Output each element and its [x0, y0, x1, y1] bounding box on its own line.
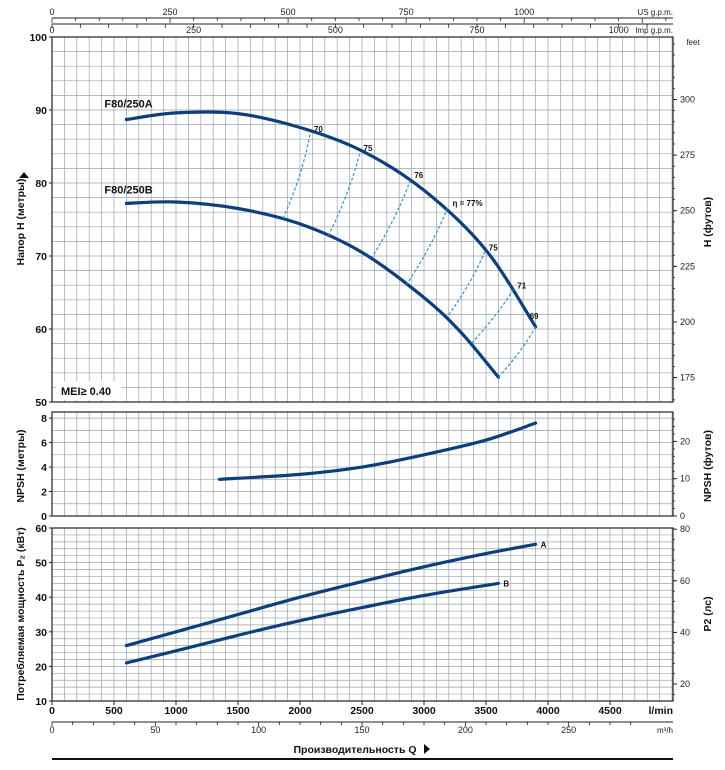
y-tick-label: 60 — [35, 324, 47, 336]
series-label-b: B — [503, 579, 509, 588]
efficiency-line — [469, 289, 514, 346]
y2-unit-label: feet — [686, 38, 700, 47]
panel-frame — [51, 527, 674, 702]
power-curve-a — [124, 542, 538, 648]
y-tick-label: 60 — [35, 523, 47, 535]
y2-axis-title-head: H (футов) — [702, 197, 714, 247]
bottom-axis-m3h-label: 200 — [458, 725, 473, 735]
y-tick-label: 50 — [35, 558, 47, 570]
y2-tick-label: 200 — [680, 317, 695, 327]
x-axis-title: Производительность Q — [293, 744, 416, 756]
mei-box — [56, 381, 122, 400]
arrow-right-icon — [424, 744, 430, 754]
bottom-axis-m3h-label: 0 — [49, 725, 54, 735]
y-tick-label: 20 — [35, 661, 47, 673]
panel-frame — [51, 411, 674, 517]
top-axis-us-label: 1000 — [514, 7, 534, 17]
top-axis-us-unit: US g.p.m. — [637, 8, 673, 17]
panel-frame — [51, 36, 674, 403]
efficiency-line — [447, 251, 486, 317]
bottom-axis-m3h-label: 100 — [251, 725, 266, 735]
x-tick-label: 4500 — [598, 705, 622, 717]
efficiency-label: 71 — [517, 282, 526, 291]
efficiency-label: 75 — [489, 244, 498, 253]
head-curve-f80-250b — [124, 200, 500, 379]
y2-tick-label: 225 — [680, 261, 695, 271]
series-label-f80-250a: F80/250A — [104, 98, 152, 110]
y2-tick-label: 20 — [680, 436, 690, 446]
efficiency-label: 75 — [364, 144, 373, 153]
top-axis-imp-label: 1000 — [609, 25, 629, 35]
top-axis-imp-label: 250 — [186, 25, 201, 35]
x-tick-label: 0 — [49, 705, 55, 717]
y-tick-label: 10 — [35, 696, 47, 708]
x-unit-label: l/min — [648, 705, 673, 717]
y2-tick-label: 10 — [680, 474, 690, 484]
x-tick-label: 3000 — [412, 705, 436, 717]
y2-tick-label: 60 — [680, 576, 690, 586]
y-tick-label: 6 — [41, 438, 47, 450]
y-tick-label: 4 — [41, 462, 47, 474]
y-tick-label: 8 — [41, 413, 47, 425]
y2-tick-label: 80 — [680, 524, 690, 534]
y2-axis-title-power: P2 (лс) — [702, 596, 714, 631]
series-label-a: A — [541, 540, 547, 549]
x-tick-label: 1500 — [226, 705, 250, 717]
y-tick-label: 40 — [35, 592, 47, 604]
efficiency-label: 76 — [414, 171, 423, 180]
efficiency-line — [497, 326, 537, 378]
head-curve-f80-250a — [124, 110, 538, 329]
bottom-axis-m3h-unit: m³/h — [657, 726, 673, 735]
x-tick-label: 2000 — [288, 705, 312, 717]
top-axis-imp-label: 0 — [49, 25, 54, 35]
top-axis-imp-unit: Imp g.p.m. — [635, 26, 673, 35]
y2-tick-label: 300 — [680, 94, 695, 104]
efficiency-line — [326, 153, 361, 238]
top-axis-us-label: 750 — [399, 7, 414, 17]
x-tick-label: 4000 — [536, 705, 560, 717]
efficiency-line — [371, 179, 411, 258]
y-axis-title-power: Потребляемая мощность P₂ (кВт) — [15, 527, 27, 701]
top-axis-imp-label: 750 — [470, 25, 485, 35]
y-tick-label: 90 — [35, 105, 47, 117]
bottom-axis-m3h-label: 150 — [354, 725, 369, 735]
x-tick-label: 1000 — [164, 705, 188, 717]
arrow-up-icon — [19, 172, 29, 178]
y-axis-title-npsh: NPSH (метры) — [15, 429, 27, 502]
y-tick-label: 0 — [41, 511, 47, 523]
y2-tick-label: 40 — [680, 627, 690, 637]
y2-tick-label: 175 — [680, 373, 695, 383]
efficiency-label: 69 — [530, 312, 539, 321]
y-tick-label: 50 — [35, 397, 47, 409]
top-axis-us-label: 0 — [49, 7, 54, 17]
top-axis-imp-label: 500 — [328, 25, 343, 35]
bottom-axis-m3h-label: 250 — [561, 725, 576, 735]
bottom-axis-m3h-label: 50 — [150, 725, 160, 735]
power-curve-b — [124, 581, 500, 665]
x-tick-label: 2500 — [350, 705, 374, 717]
efficiency-label: η = 77% — [453, 199, 483, 208]
top-axis-us-label: 500 — [281, 7, 296, 17]
top-axis-us-label: 250 — [163, 7, 178, 17]
y-tick-label: 2 — [41, 487, 47, 499]
y-tick-label: 70 — [35, 251, 47, 263]
y2-tick-label: 275 — [680, 150, 695, 160]
y2-tick-label: 0 — [680, 511, 685, 521]
efficiency-label: 70 — [314, 125, 323, 134]
mei-annotation: MEI≥ 0.40 — [61, 386, 111, 398]
y-tick-label: 100 — [29, 32, 47, 44]
y2-tick-label: 20 — [680, 679, 690, 689]
efficiency-line — [406, 207, 449, 285]
y2-tick-label: 250 — [680, 206, 695, 216]
y-axis-title-head: Напор H (метры) — [15, 179, 27, 266]
y2-axis-title-npsh: NPSH (футов) — [702, 430, 714, 502]
x-tick-label: 500 — [105, 705, 123, 717]
y-tick-label: 80 — [35, 178, 47, 190]
efficiency-line — [282, 134, 311, 220]
npsh-curve — [217, 421, 538, 481]
x-tick-label: 3500 — [474, 705, 498, 717]
y-tick-label: 30 — [35, 627, 47, 639]
series-label-f80-250b: F80/250B — [104, 184, 152, 196]
